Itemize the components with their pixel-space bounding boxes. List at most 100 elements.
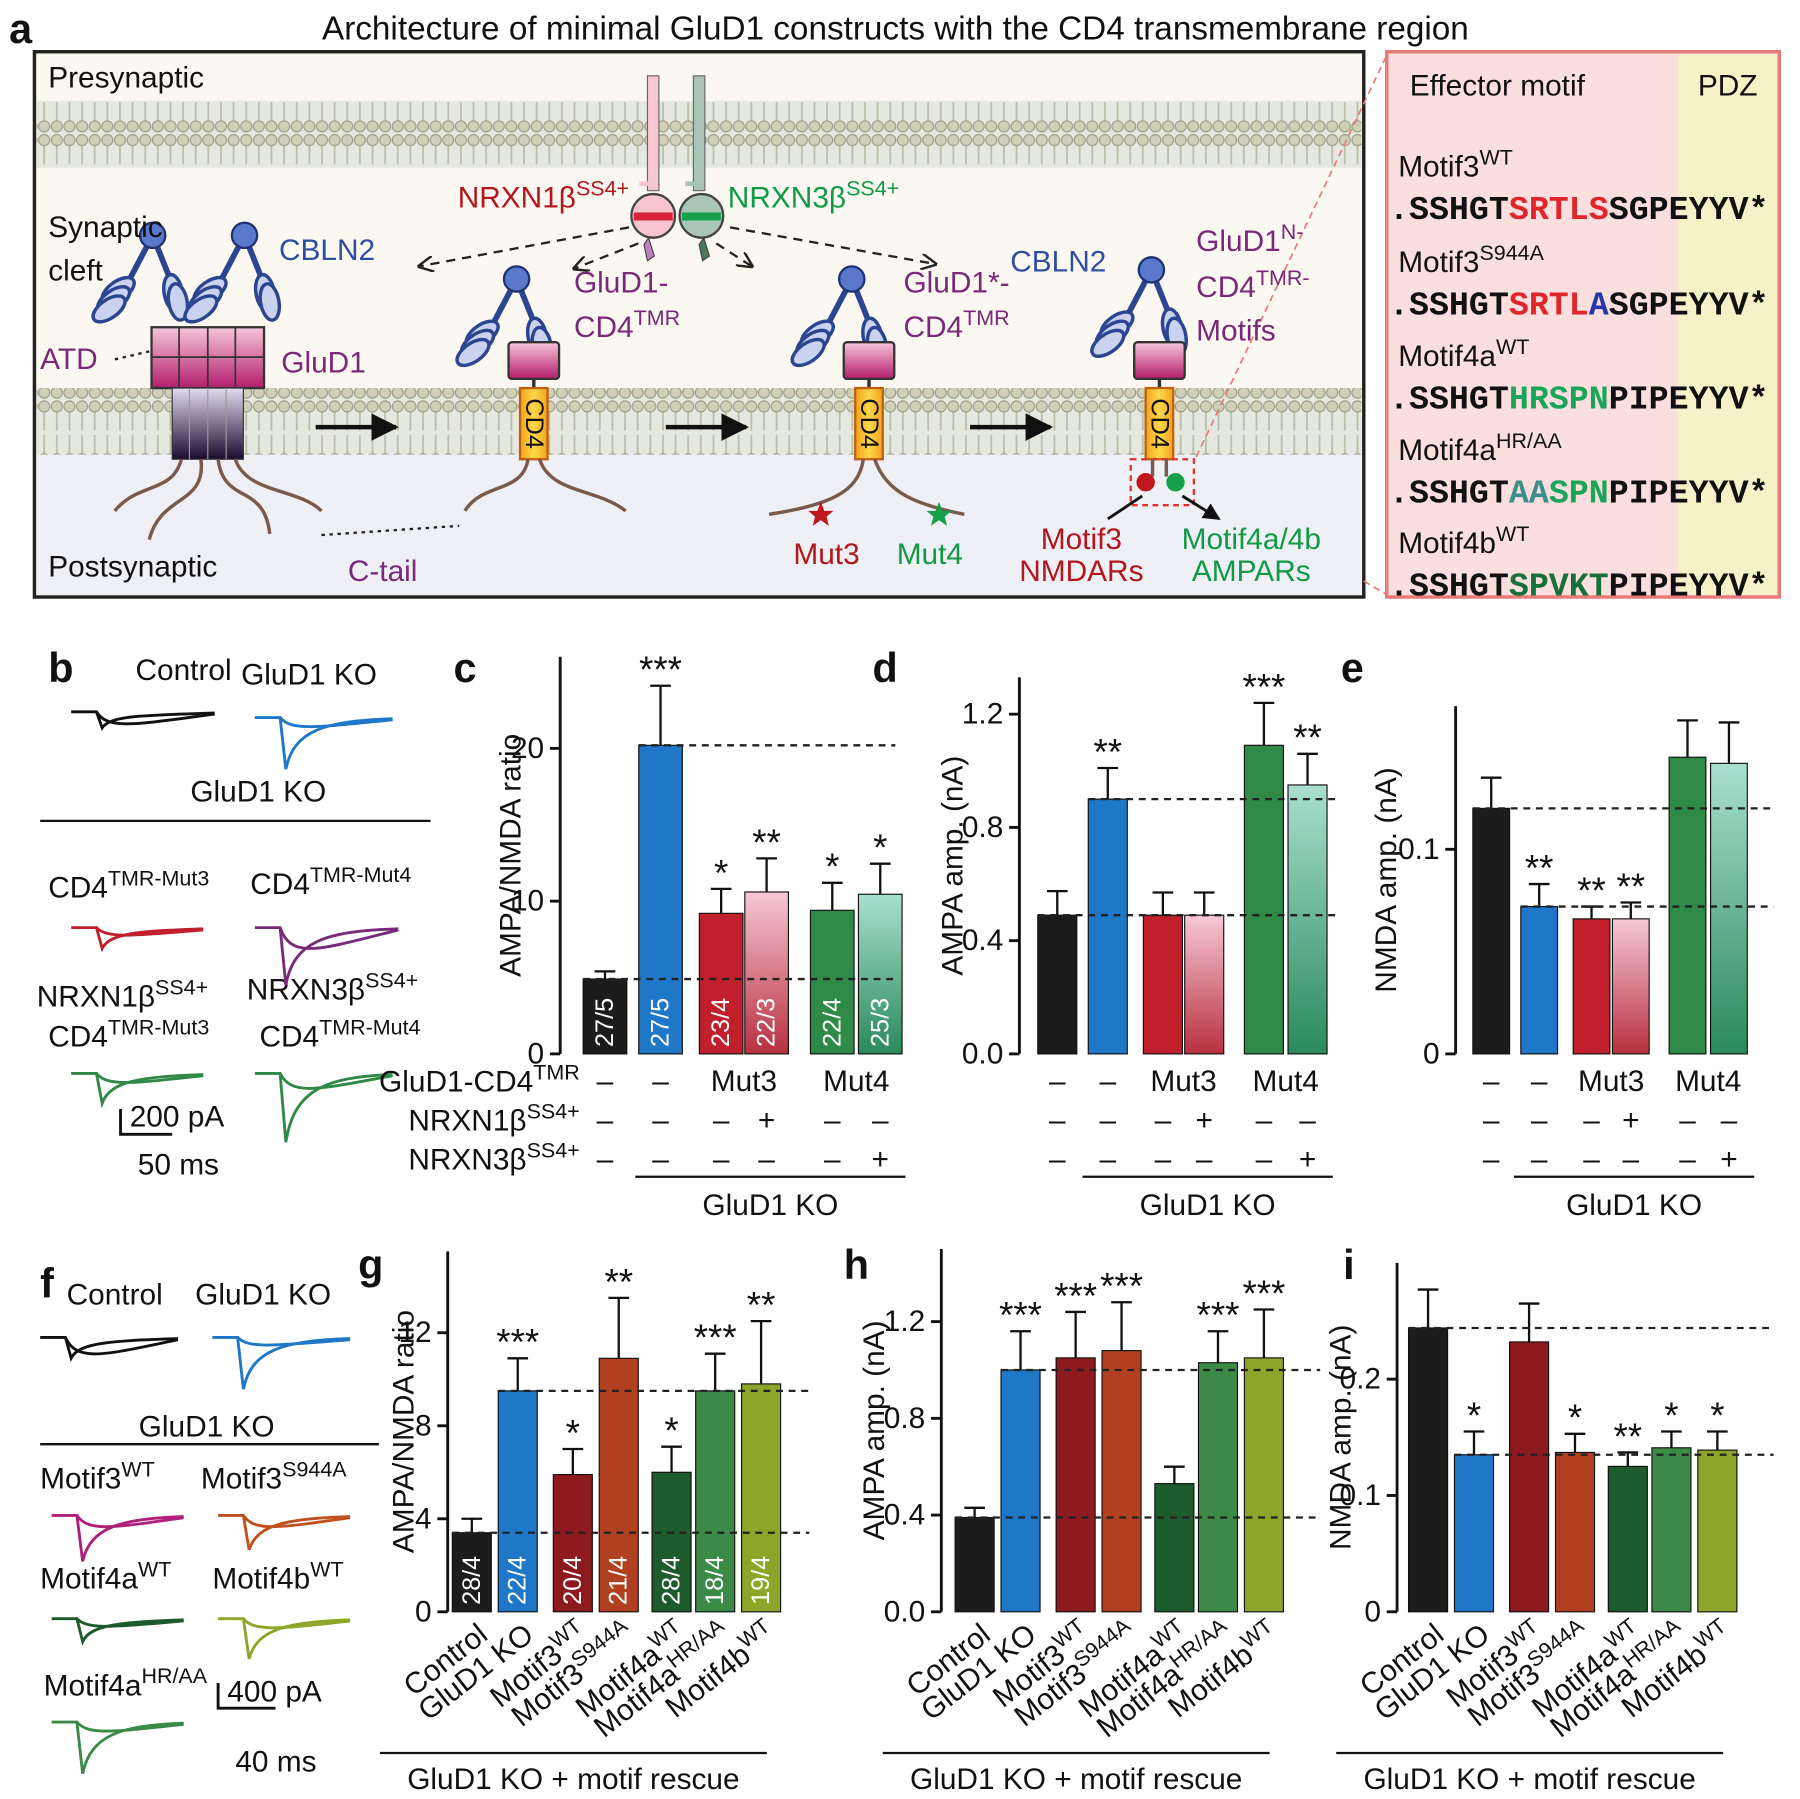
- trace-label-sup: SS4+: [155, 975, 208, 999]
- row-label-base: NRXN3β: [408, 1143, 526, 1176]
- sequence-segment: .SSHGT: [1389, 191, 1509, 229]
- significance: *: [566, 1412, 580, 1453]
- significance: ***: [999, 1295, 1042, 1336]
- scale-label: 50 ms: [138, 1149, 219, 1182]
- condition-cell: –: [713, 1143, 730, 1176]
- sequence-segment: .SSHGT: [1389, 381, 1509, 419]
- condition-cell: Mut4: [1675, 1065, 1741, 1098]
- y-tick-label: 8: [415, 1409, 432, 1442]
- significance: *: [1710, 1395, 1724, 1436]
- sequence-segment: SRTL: [1509, 286, 1589, 324]
- cbln-label: CBLN2: [279, 234, 375, 267]
- y-tick-label: 0.0: [962, 1037, 1003, 1070]
- bar: [1244, 745, 1283, 1054]
- sequence-segment: AA: [1509, 475, 1549, 513]
- motif-name-base: Motif3: [1398, 245, 1479, 278]
- sequence-segment: PIPEYYV*: [1609, 568, 1769, 606]
- group-label: GluD1 KO + motif rescue: [910, 1763, 1242, 1796]
- condition-cell: –: [1155, 1143, 1172, 1176]
- trace-label: NRXN1βSS4+: [37, 975, 208, 1013]
- bar: [1711, 763, 1748, 1054]
- group-label: GluD1 KO: [1566, 1189, 1702, 1222]
- y-tick-label: 0: [415, 1595, 432, 1628]
- condition-cell: +: [1299, 1143, 1316, 1176]
- condition-cell: –: [597, 1065, 614, 1098]
- construct-label: Motifs: [1196, 314, 1276, 347]
- trace-label: Control: [67, 1278, 163, 1311]
- nrxn-label-base: NRXN3β: [728, 181, 846, 214]
- significance: *: [664, 1410, 678, 1451]
- bar: [1102, 1351, 1141, 1612]
- condition-cell: –: [1531, 1143, 1548, 1176]
- n-label: 18/4: [701, 1556, 729, 1605]
- significance: *: [873, 827, 887, 868]
- significance: ***: [496, 1322, 539, 1363]
- panel-letter: f: [40, 1260, 54, 1306]
- significance: ***: [1242, 1273, 1285, 1314]
- n-label: 27/5: [591, 998, 619, 1047]
- sequence-segment: A: [1589, 286, 1609, 324]
- condition-cell: –: [824, 1104, 841, 1137]
- sequence-segment: SPVKT: [1509, 568, 1609, 606]
- sequence: .SSHGTHRSPNPIPEYYV*: [1389, 381, 1769, 419]
- panel-letter: e: [1341, 645, 1364, 691]
- trace-label-base: Motif3: [201, 1462, 282, 1495]
- condition-cell: Mut3: [1150, 1065, 1216, 1098]
- trace-label-base: NRXN3β: [247, 973, 365, 1006]
- condition-cell: +: [1720, 1143, 1737, 1176]
- significance: ***: [1100, 1266, 1143, 1307]
- row-label: GluD1-CD4TMR: [379, 1060, 580, 1098]
- n-label: 21/4: [605, 1556, 633, 1605]
- significance: *: [1467, 1395, 1481, 1436]
- significance: *: [1568, 1397, 1582, 1438]
- panel-letter: c: [453, 645, 476, 691]
- condition-cell: –: [758, 1143, 775, 1176]
- condition-cell: –: [652, 1104, 669, 1137]
- trace-label: Motif4aWT: [40, 1557, 171, 1595]
- trace-label-base: CD4: [48, 1020, 108, 1053]
- header: Effector motif: [1410, 70, 1586, 103]
- bar: [1473, 808, 1510, 1054]
- trace-label-sup: TMR-Mut4: [310, 863, 411, 887]
- trace-label-sup: WT: [138, 1557, 171, 1581]
- significance: **: [1577, 870, 1606, 911]
- condition-cell: +: [1195, 1104, 1212, 1137]
- sequence: .SSHGTSPVKTPIPEYYV*: [1389, 568, 1769, 606]
- y-tick-label: 12: [398, 1316, 431, 1349]
- bar: [955, 1517, 994, 1611]
- bar: [1001, 1370, 1040, 1612]
- motif-name-base: Motif4a: [1398, 434, 1496, 467]
- trace-label-base: Motif3: [40, 1462, 121, 1495]
- condition-cell: –: [1483, 1143, 1500, 1176]
- motif-name-sup: HR/AA: [1496, 429, 1562, 453]
- bar: [1409, 1328, 1448, 1612]
- bar: [1185, 915, 1224, 1054]
- bar: [1555, 1452, 1594, 1611]
- significance: **: [752, 822, 781, 863]
- label: Presynaptic: [48, 62, 204, 95]
- construct-label: GluD1-: [574, 266, 668, 299]
- bar: [1088, 799, 1127, 1054]
- sequence-segment: PIPEYYV*: [1609, 475, 1769, 513]
- sequence-segment: .SSHGT: [1389, 475, 1509, 513]
- construct-label-base: GluD1*-: [903, 266, 1009, 299]
- cbln-label: CBLN2: [1010, 245, 1106, 278]
- y-tick-label: 1.2: [962, 698, 1003, 731]
- y-tick-label: 0.0: [884, 1595, 925, 1628]
- condition-cell: Mut3: [1578, 1065, 1644, 1098]
- significance: **: [1525, 848, 1554, 889]
- trace-label-sup: TMR-Mut3: [108, 1016, 209, 1040]
- significance: **: [604, 1261, 633, 1302]
- trace-label: Motif4bWT: [212, 1557, 343, 1595]
- n-label: 20/4: [559, 1556, 587, 1605]
- target-label: Motif3: [1041, 523, 1122, 556]
- y-axis-label: NMDA amp. (nA): [1370, 767, 1403, 992]
- trace: [71, 712, 214, 728]
- panel-letter: g: [358, 1242, 383, 1288]
- mut-label: Mut4: [897, 538, 963, 571]
- condition-cell: –: [1099, 1143, 1116, 1176]
- n-label: 28/4: [458, 1556, 486, 1605]
- trace-label-base: Motif4a: [44, 1669, 142, 1702]
- row-label-sup: TMR: [533, 1060, 580, 1084]
- n-label: 19/4: [747, 1556, 775, 1605]
